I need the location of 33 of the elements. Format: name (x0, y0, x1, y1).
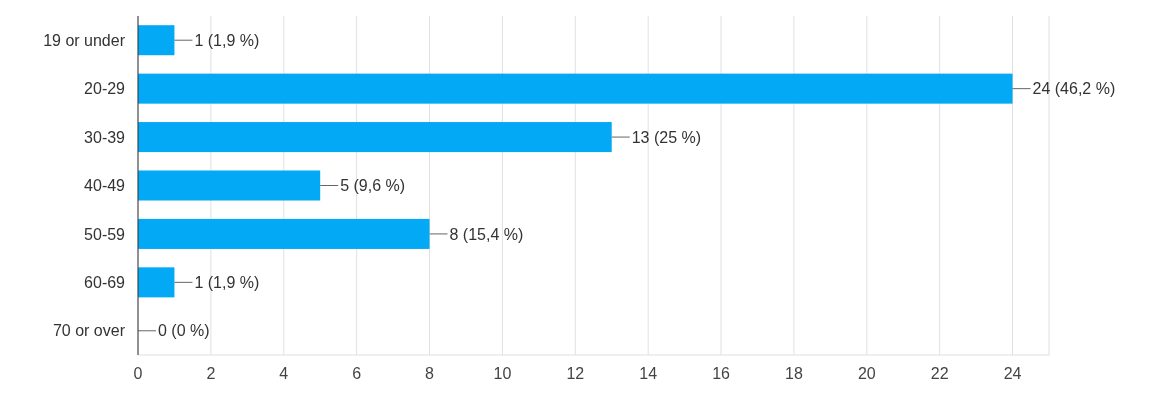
bar (138, 267, 175, 298)
data-label: 8 (15,4 %) (449, 225, 524, 243)
y-tick-label: 70 or over (52, 322, 126, 340)
y-tick-label: 20-29 (84, 80, 126, 98)
data-label: 1 (1,9 %) (194, 31, 260, 49)
x-tick-label: 24 (1003, 365, 1022, 382)
x-tick-label: 22 (930, 365, 949, 382)
y-tick-label: 50-59 (84, 225, 126, 243)
x-tick-label: 10 (493, 365, 512, 382)
y-tick-label: 30-39 (84, 128, 126, 146)
x-tick-label: 0 (133, 365, 143, 382)
x-tick-label: 16 (712, 365, 731, 382)
y-tick-label: 19 or under (43, 31, 126, 49)
x-tick-label: 18 (785, 365, 803, 382)
bar (138, 73, 1013, 104)
x-tick-label: 4 (279, 365, 289, 382)
bar (138, 25, 175, 56)
bar (138, 170, 321, 201)
data-label: 13 (25 %) (631, 128, 702, 146)
bar (138, 122, 612, 153)
y-tick-label: 40-49 (84, 177, 126, 195)
data-label: 0 (0 %) (158, 322, 210, 340)
y-tick-label: 60-69 (84, 273, 126, 291)
x-tick-label: 6 (352, 365, 362, 382)
data-label: 1 (1,9 %) (194, 273, 260, 291)
bar (138, 218, 430, 249)
x-tick-label: 12 (566, 365, 585, 382)
x-tick-label: 14 (639, 365, 658, 382)
x-tick-label: 2 (206, 365, 216, 382)
data-label: 5 (9,6 %) (340, 177, 406, 195)
data-label: 24 (46,2 %) (1032, 80, 1116, 98)
x-tick-label: 8 (425, 365, 435, 382)
x-tick-label: 20 (857, 365, 876, 382)
